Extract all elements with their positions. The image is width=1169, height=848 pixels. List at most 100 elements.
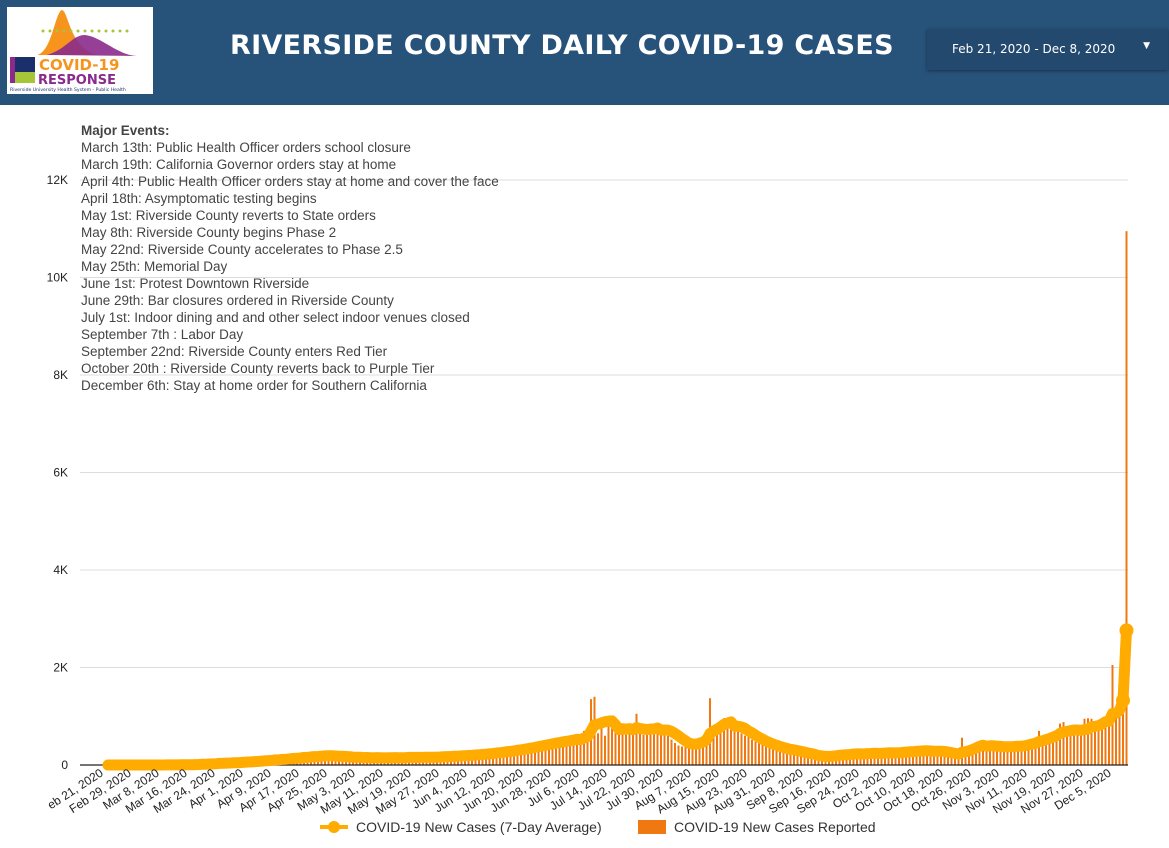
bar	[1076, 732, 1079, 765]
bar	[1094, 730, 1096, 765]
bar	[765, 745, 767, 765]
bar	[740, 733, 743, 765]
bar	[1108, 713, 1110, 765]
bar	[1069, 733, 1072, 765]
average-point	[1119, 623, 1134, 638]
bar	[1041, 739, 1044, 765]
caret-down-icon[interactable]: ▼	[1143, 41, 1150, 51]
bar	[929, 752, 932, 765]
bar	[880, 753, 883, 765]
bar	[817, 757, 820, 765]
bar	[541, 743, 543, 765]
bar	[611, 728, 613, 765]
bar	[814, 757, 816, 765]
bar	[716, 727, 718, 765]
bar	[940, 750, 942, 765]
event-item: June 1st: Protest Downtown Riverside	[81, 276, 310, 291]
bar	[943, 753, 946, 765]
bar	[674, 743, 676, 765]
bar	[775, 748, 778, 765]
bar	[779, 749, 781, 765]
bar	[604, 735, 606, 765]
bar	[915, 750, 918, 765]
legend-item-7-day-average[interactable]: COVID-19 New Cases (7-Day Average)	[320, 819, 602, 835]
bar	[737, 730, 739, 765]
bar	[586, 729, 589, 765]
y-tick-label: 2K	[53, 661, 68, 675]
bar	[1017, 744, 1019, 765]
bar	[576, 735, 578, 765]
bar	[957, 756, 960, 765]
bar	[978, 746, 981, 765]
bar	[565, 738, 568, 765]
bar	[1027, 742, 1030, 765]
bar	[628, 729, 631, 765]
y-tick-label: 0	[61, 758, 68, 772]
bar	[1048, 735, 1051, 765]
bar	[579, 743, 582, 765]
bar	[807, 756, 809, 765]
bar	[649, 727, 652, 765]
bar	[635, 713, 638, 765]
bar	[789, 752, 792, 765]
bar	[646, 730, 648, 765]
logo-graphic: COVID-19 RESPONSE Riverside University H…	[10, 10, 137, 93]
covid-19-response-logo: COVID-19 RESPONSE Riverside University H…	[7, 7, 153, 94]
bar	[527, 746, 529, 765]
bar	[992, 745, 995, 765]
bar	[660, 728, 662, 765]
bar	[1083, 718, 1086, 765]
bar	[810, 756, 813, 765]
y-tick-label: 8K	[53, 368, 68, 382]
y-tick-label: 6K	[53, 466, 68, 480]
date-range-picker[interactable]: Feb 21, 2020 - Dec 8, 2020 ▼	[927, 29, 1168, 70]
bar	[922, 750, 925, 765]
bar	[999, 746, 1002, 765]
bar	[950, 755, 953, 765]
events-heading: Major Events:	[81, 123, 170, 138]
bar	[894, 753, 897, 765]
page-title: RIVERSIDE COUNTY DAILY COVID-19 CASES	[230, 30, 894, 61]
bar	[555, 740, 557, 765]
bar	[1038, 730, 1040, 765]
event-item: December 6th: Stay at home order for Sou…	[81, 378, 427, 393]
bar	[642, 734, 645, 765]
bar	[1045, 738, 1047, 765]
bar	[786, 751, 788, 765]
bar	[551, 741, 554, 765]
bar	[523, 747, 526, 765]
bar	[516, 747, 519, 765]
bar	[513, 749, 515, 765]
bar	[793, 749, 795, 765]
bar	[912, 751, 914, 765]
bar	[1031, 741, 1033, 765]
bar	[653, 729, 655, 765]
bar	[562, 739, 564, 765]
bar	[870, 753, 872, 765]
bar	[677, 745, 680, 765]
event-item: October 20th : Riverside County reverts …	[81, 361, 435, 376]
bar	[600, 726, 603, 765]
bar	[726, 726, 729, 765]
bar	[572, 737, 575, 765]
bar	[796, 752, 799, 765]
bar	[905, 750, 907, 765]
bar	[926, 750, 928, 765]
bar	[621, 727, 624, 765]
bar	[1101, 721, 1103, 765]
bar	[663, 730, 666, 765]
average-line	[102, 624, 1132, 771]
bar	[1059, 723, 1061, 765]
svg-text:Riverside University Health Sy: Riverside University Health System - Pub…	[10, 87, 126, 93]
bar	[614, 725, 617, 765]
event-item: April 4th: Public Health Officer orders …	[81, 174, 499, 189]
bar	[1024, 744, 1026, 765]
bar	[1020, 746, 1023, 765]
event-item: April 18th: Asymptomatic testing begins	[81, 191, 317, 206]
bar	[499, 751, 501, 765]
bar	[625, 731, 627, 765]
bar	[772, 747, 774, 765]
bar	[768, 746, 771, 765]
legend-item-reported[interactable]: COVID-19 New Cases Reported	[638, 819, 876, 835]
